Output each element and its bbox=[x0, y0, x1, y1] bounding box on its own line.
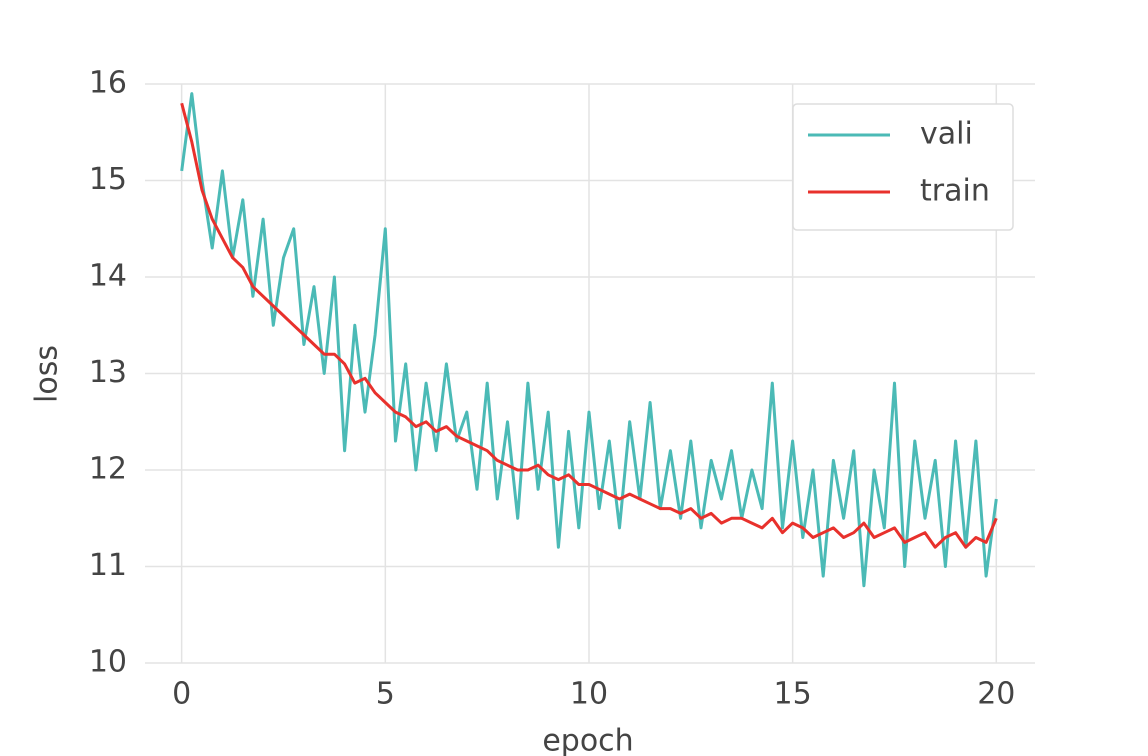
series-line bbox=[180, 102, 998, 549]
y-tick-label: 10 bbox=[89, 645, 127, 680]
legend-label: vali bbox=[920, 117, 973, 152]
legend-label: train bbox=[920, 174, 990, 209]
legend: vali train bbox=[792, 103, 1014, 231]
y-tick-label: 12 bbox=[89, 452, 127, 487]
x-tick-label: 5 bbox=[376, 677, 395, 712]
y-axis-label: loss bbox=[30, 345, 65, 403]
x-axis-label: epoch bbox=[542, 724, 633, 756]
x-tick-label: 15 bbox=[774, 677, 812, 712]
y-tick-label: 14 bbox=[89, 259, 127, 294]
y-tick-label: 11 bbox=[89, 548, 127, 583]
x-tick-label: 0 bbox=[172, 677, 191, 712]
x-tick-label: 10 bbox=[570, 677, 608, 712]
legend-box bbox=[792, 103, 1014, 231]
y-tick-label: 15 bbox=[89, 162, 127, 197]
x-tick-label: 20 bbox=[977, 677, 1015, 712]
y-tick-label: 13 bbox=[89, 355, 127, 390]
series-line bbox=[180, 92, 998, 588]
y-tick-label: 16 bbox=[89, 66, 127, 101]
